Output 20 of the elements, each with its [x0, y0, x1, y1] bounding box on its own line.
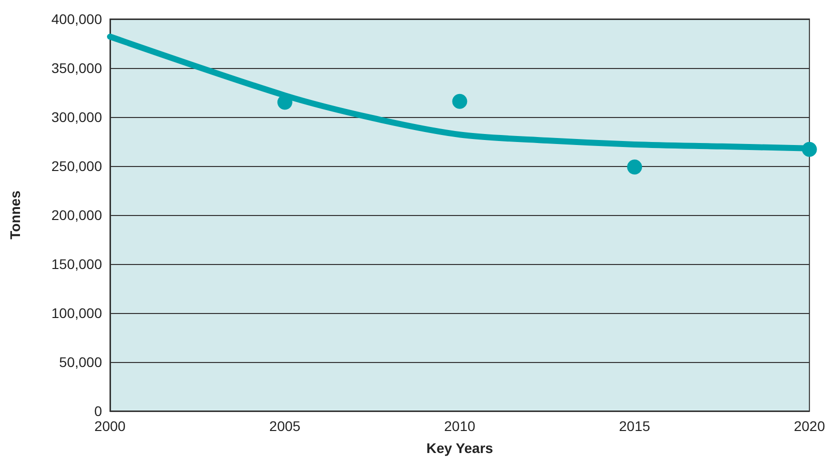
y-tick-label: 150,000	[51, 256, 102, 272]
y-tick-label: 400,000	[51, 11, 102, 27]
x-axis-title: Key Years	[426, 440, 494, 456]
x-tick-label: 2020	[794, 418, 826, 434]
point	[277, 94, 292, 110]
y-tick-label: 350,000	[51, 60, 102, 76]
y-tick-label: 250,000	[51, 158, 102, 174]
x-tick-label: 2010	[444, 418, 476, 434]
x-tick-label: 2000	[94, 418, 126, 434]
point	[627, 159, 642, 174]
y-tick-label: 300,000	[51, 109, 102, 125]
x-tick-label: 2005	[269, 418, 301, 434]
point	[452, 94, 468, 109]
y-tick-label: 0	[94, 403, 102, 419]
y-tick-label: 100,000	[51, 305, 102, 321]
y-tick-label: 200,000	[51, 207, 102, 223]
point	[802, 142, 817, 157]
x-tick-label: 2015	[618, 418, 650, 434]
y-axis-title: Tonnes	[7, 190, 23, 240]
y-tick-label: 50,000	[59, 354, 102, 370]
